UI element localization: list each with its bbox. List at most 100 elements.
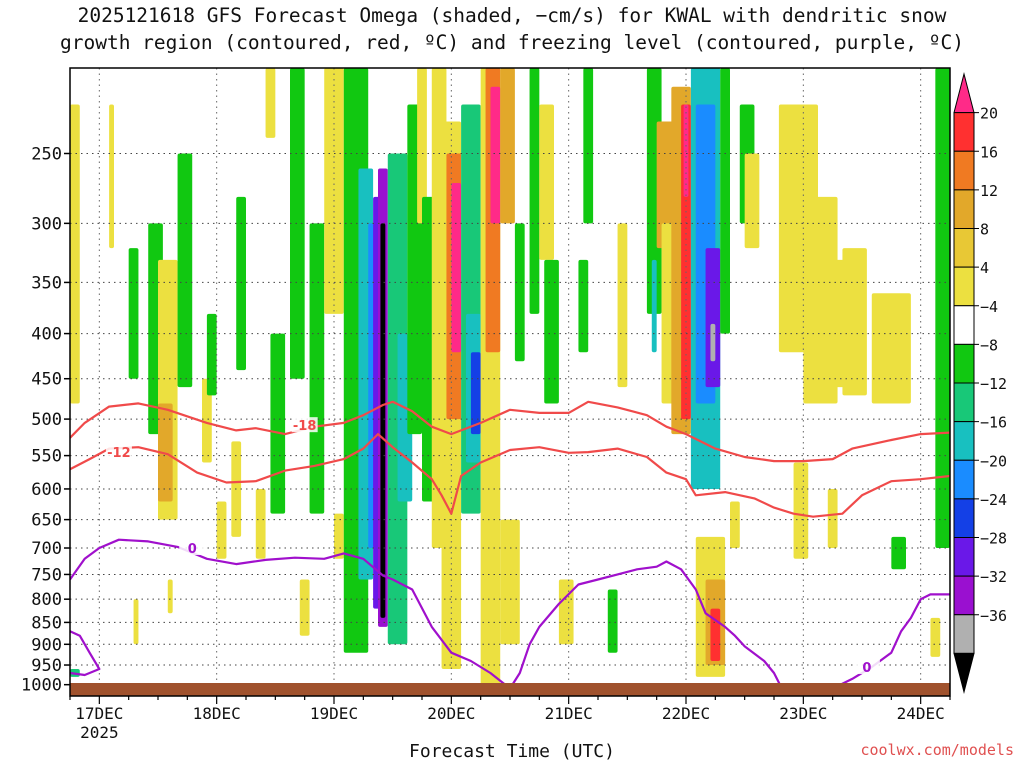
omega-cell-51 [583, 68, 594, 224]
colorbar: 20 16 12 8 4 −4 −8 −12 −16 −20 −24 −28 −32 −36 [953, 72, 1007, 694]
omega-cell-19 [309, 223, 325, 514]
purple-contour-0-label: 0 [188, 542, 197, 557]
colorbar-label-9: −20 [980, 452, 1007, 470]
xtick-label-19DEC: 19DEC [310, 704, 358, 723]
omega-cell-39 [470, 352, 481, 435]
omega-cell-13 [236, 196, 246, 371]
xtick-label-21DEC: 21DEC [545, 704, 593, 723]
ytick-label-850: 850 [31, 613, 62, 633]
colorbar-swatch-11 [953, 498, 975, 538]
omega-cell-55 [651, 259, 657, 353]
omega-cell-43 [500, 68, 515, 224]
colorbar-label-12: −32 [980, 568, 1007, 586]
colorbar-swatch-12 [953, 537, 975, 577]
omega-cell-53 [607, 589, 618, 653]
omega-cell-14 [255, 488, 266, 559]
ytick-label-350: 350 [31, 273, 62, 293]
omega-cell-45 [514, 223, 525, 362]
ytick-label-1000: 1000 [21, 676, 62, 696]
colorbar-label-2: 12 [980, 182, 998, 200]
colorbar-label-1: 16 [980, 143, 998, 161]
purple-contour-0-right [803, 593, 950, 694]
colorbar-swatch-3 [953, 189, 975, 229]
omega-cell-52 [617, 223, 628, 388]
ytick-label-500: 500 [31, 410, 62, 430]
omega-cell-0 [70, 104, 80, 404]
ytick-label-250: 250 [31, 144, 62, 164]
omega-cell-36 [451, 182, 462, 353]
omega-cell-65 [720, 68, 730, 334]
purple-contour-0-label-bg [179, 540, 206, 556]
colorbar-swatch-14 [953, 614, 975, 654]
purple-contour-0-right-label-bg [853, 659, 880, 675]
colorbar-swatch-13 [953, 575, 975, 616]
ytick-label-450: 450 [31, 370, 62, 390]
chart-title-line-2: growth region (contoured, red, ºC) and f… [60, 31, 964, 54]
omega-cell-15 [265, 68, 276, 138]
omega-cell-18 [299, 579, 310, 636]
omega-cell-20 [324, 68, 344, 314]
omega-cell-7 [167, 579, 173, 614]
omega-cell-8 [177, 153, 193, 388]
omega-cell-31 [417, 68, 427, 224]
ytick-label-300: 300 [31, 214, 62, 234]
omega-cell-64 [710, 323, 716, 362]
colorbar-label-7: −12 [980, 375, 1007, 393]
chart-title-line-1: 2025121618 GFS Forecast Omega (shaded, −… [77, 4, 947, 27]
omega-cell-17 [290, 68, 305, 379]
colorbar-label-13: −36 [980, 607, 1007, 625]
colorbar-swatch-9 [953, 421, 975, 461]
colorbar-swatch-5 [953, 266, 975, 307]
xtick-label-20DEC: 20DEC [427, 704, 475, 723]
omega-cell-77 [793, 462, 809, 559]
colorbar-swatch-8 [953, 382, 975, 423]
omega-cell-10 [206, 313, 217, 396]
red-contour--18 [70, 400, 950, 463]
colorbar-swatch-1 [953, 112, 975, 152]
omega-cell-46 [529, 68, 540, 314]
omega-cell-44 [500, 519, 520, 645]
omega-cell-63 [705, 248, 721, 388]
colorbar-arrow-top [953, 72, 975, 114]
omega-cell-21 [334, 513, 344, 559]
omega-cell-49 [558, 579, 574, 645]
colorbar-swatch-4 [953, 228, 975, 268]
red-contour--12-label-bg [105, 444, 132, 460]
ytick-label-700: 700 [31, 539, 62, 559]
watermark-credit: coolwx.com/models [860, 741, 1014, 759]
omega-cell-6 [158, 403, 173, 502]
colorbar-swatch-6 [953, 305, 975, 345]
colorbar-label-11: −28 [980, 530, 1007, 548]
colorbar-arrow-bottom [953, 652, 975, 694]
ytick-label-550: 550 [31, 447, 62, 467]
colorbar-label-8: −16 [980, 414, 1007, 432]
xtick-label-22DEC: 22DEC [662, 704, 710, 723]
purple-contour-0 [70, 538, 785, 693]
ytick-label-900: 900 [31, 635, 62, 655]
omega-shading-layer [70, 68, 950, 685]
xtick-label-18DEC: 18DEC [193, 704, 241, 723]
red-contour--18-label-bg [291, 417, 318, 433]
xtick-label-24DEC: 24DEC [897, 704, 945, 723]
ytick-label-950: 950 [31, 656, 62, 676]
purple-contour-0-lower-left [70, 630, 101, 677]
omega-cell-81 [930, 617, 941, 657]
contour-labels: -18 -12 0 0 [105, 417, 880, 676]
omega-cell-75 [842, 248, 867, 396]
omega-cell-70 [744, 153, 760, 249]
omega-cell-78 [827, 488, 838, 549]
omega-cell-76 [871, 293, 911, 404]
colorbar-label-4: 4 [980, 259, 989, 277]
red-contour--12-label: -12 [107, 446, 131, 461]
y-axis-pressure-ticks: 2503003504004505005506006507007508008509… [21, 144, 70, 696]
colorbar-label-10: −24 [980, 491, 1007, 509]
terrain-ground-band [70, 683, 950, 696]
contour-layer [70, 400, 950, 694]
colorbar-label-3: 8 [980, 221, 989, 239]
ytick-label-400: 400 [31, 325, 62, 345]
xtick-label-17DEC: 17DEC [75, 704, 123, 723]
xtick-sublabel-year: 2025 [80, 723, 119, 742]
colorbar-swatch-10 [953, 459, 975, 500]
red-contour--18-label: -18 [293, 419, 317, 434]
